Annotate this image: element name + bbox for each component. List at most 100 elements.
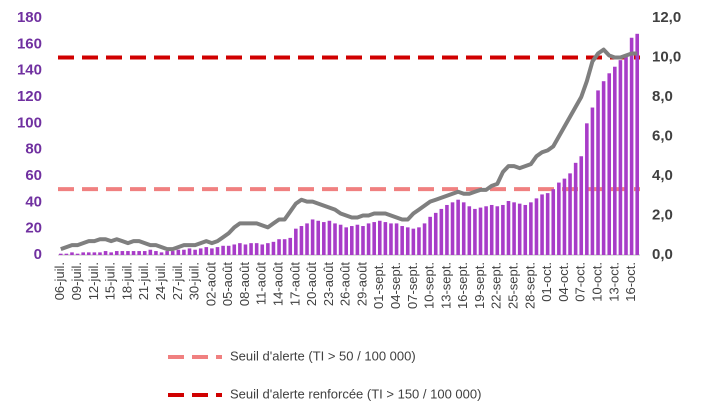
bar <box>338 224 343 255</box>
legend-label: Seuil d'alerte renforcée (TI > 150 / 100… <box>230 386 481 401</box>
bar <box>557 182 561 255</box>
bar <box>305 223 309 255</box>
bar <box>461 202 466 255</box>
y2-tick-label: 4,0 <box>652 167 673 184</box>
y2-tick-label: 8,0 <box>652 88 673 105</box>
x-tick-label: 24-juil. <box>153 262 168 300</box>
bar <box>327 220 332 255</box>
bar <box>103 251 108 255</box>
x-tick-label: 14-août <box>270 262 285 306</box>
bar <box>417 227 421 255</box>
bar <box>529 202 533 255</box>
x-tick-label: 10-sept. <box>422 262 437 309</box>
bar <box>277 239 281 255</box>
y-tick-label: 80 <box>25 141 42 158</box>
bar <box>249 243 253 255</box>
bar <box>64 253 69 255</box>
bar <box>394 223 399 255</box>
bar <box>148 249 153 255</box>
bar <box>428 216 432 255</box>
bar <box>238 243 242 255</box>
bar <box>282 239 287 255</box>
bar <box>473 208 477 255</box>
bar <box>450 202 455 255</box>
x-tick-label: 15-juil. <box>103 262 118 300</box>
bar <box>372 222 376 255</box>
bar <box>310 219 315 255</box>
bar <box>545 193 550 255</box>
x-tick-label: 27-juil. <box>170 262 185 300</box>
bar <box>254 243 259 255</box>
y-tick-label: 0 <box>34 246 42 263</box>
bar <box>322 222 326 255</box>
bar <box>512 202 516 255</box>
bar <box>467 206 472 255</box>
bar <box>400 226 404 255</box>
bar <box>59 253 63 255</box>
bar <box>243 244 248 255</box>
x-tick-label: 09-juil. <box>69 262 84 300</box>
y-tick-label: 20 <box>25 220 42 237</box>
bar <box>635 33 639 255</box>
bar <box>299 226 304 255</box>
bar <box>182 249 186 255</box>
bar <box>624 54 628 255</box>
x-tick-label: 13-oct. <box>606 262 621 302</box>
bar <box>232 244 237 255</box>
bar <box>204 247 209 255</box>
bar <box>383 222 388 255</box>
y-tick-label: 100 <box>17 114 42 131</box>
x-tick-label: 16-sept. <box>455 262 470 309</box>
legend-label: Seuil d'alerte (TI > 50 / 100 000) <box>230 348 416 363</box>
y2-tick-label: 10,0 <box>652 48 681 65</box>
bar <box>484 206 488 255</box>
bar <box>422 223 427 255</box>
x-tick-label: 19-sept. <box>472 262 487 309</box>
bar <box>198 248 203 255</box>
bar <box>92 252 97 255</box>
bar <box>288 237 293 255</box>
bar <box>154 251 158 255</box>
bar <box>585 123 589 255</box>
bar <box>562 178 567 255</box>
bar <box>590 107 595 256</box>
bar <box>170 251 175 255</box>
bar <box>131 251 136 255</box>
x-tick-label: 05-août <box>220 262 235 306</box>
bar <box>176 249 181 255</box>
x-tick-label: 12-juil. <box>86 262 101 300</box>
x-tick-label: 11-août <box>254 262 269 306</box>
bar <box>489 204 494 255</box>
bar <box>137 251 141 255</box>
y2-tick-label: 6,0 <box>652 127 673 144</box>
bar <box>333 223 337 255</box>
bar <box>226 245 231 255</box>
x-tick-label: 26-août <box>338 262 353 306</box>
bar <box>126 251 130 255</box>
x-tick-label: 06-juil. <box>52 262 67 300</box>
bar <box>618 60 623 256</box>
bar <box>506 201 511 255</box>
bar <box>613 66 617 255</box>
x-tick-label: 29-août <box>354 262 369 306</box>
y2-tick-label: 12,0 <box>652 9 681 26</box>
bar <box>445 204 449 255</box>
x-tick-label: 21-juil. <box>136 262 151 300</box>
bar <box>193 249 197 255</box>
x-tick-label: 17-août <box>287 262 302 306</box>
bar <box>534 198 539 255</box>
bar <box>501 204 505 255</box>
bar <box>266 243 270 255</box>
bar <box>187 248 192 255</box>
y2-tick-label: 0,0 <box>652 246 673 263</box>
bar <box>120 251 125 255</box>
bar <box>86 252 91 255</box>
x-tick-label: 04-sept. <box>388 262 403 309</box>
bar <box>579 156 584 255</box>
y-tick-label: 60 <box>25 167 42 184</box>
bar <box>607 73 612 255</box>
bar <box>70 252 74 255</box>
bar <box>159 252 164 255</box>
y-tick-label: 40 <box>25 193 42 210</box>
